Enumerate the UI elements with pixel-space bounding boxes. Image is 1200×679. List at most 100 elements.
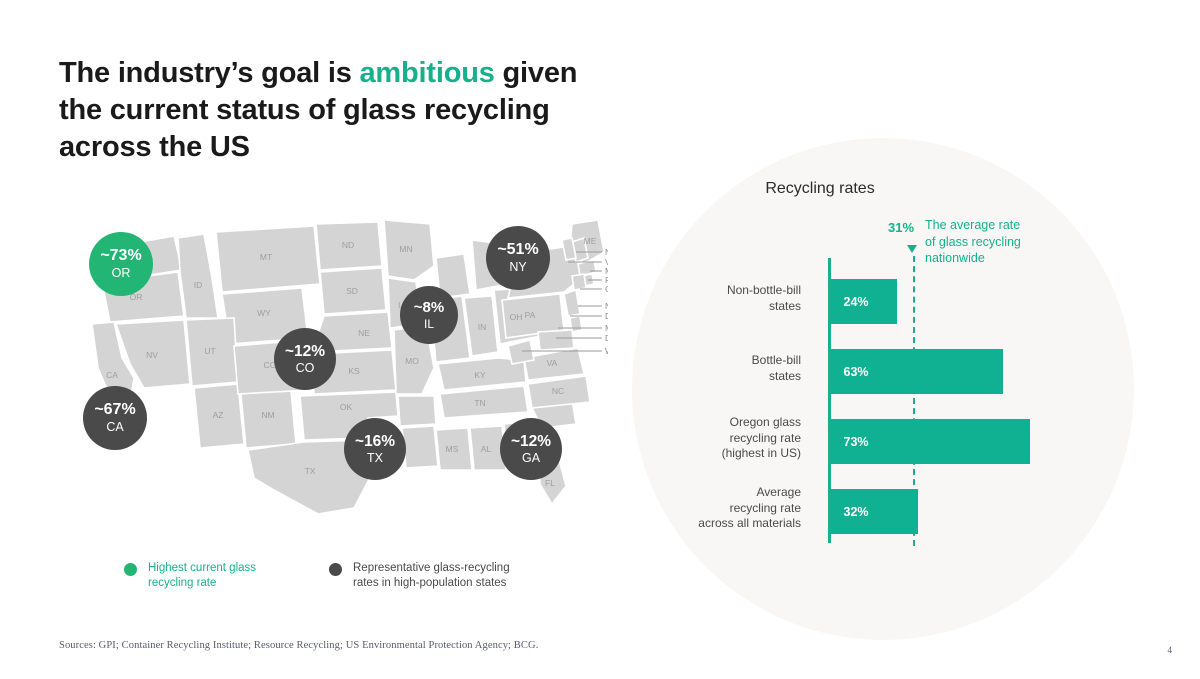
legend-representative-line1: Representative glass-recycling: [353, 562, 510, 574]
abbr-tx: TX: [305, 466, 316, 476]
state-az: [193, 383, 245, 449]
average-reference-note: The average rate of glass recycling nati…: [925, 217, 1053, 267]
abbr-al: AL: [481, 444, 492, 454]
abbr-nc: NC: [552, 386, 564, 396]
abbr-wy: WY: [257, 308, 271, 318]
abbr-az: AZ: [213, 410, 224, 420]
map-bubble-ga[interactable]: ~12% GA: [500, 418, 562, 480]
legend-dot-dark-icon: [329, 563, 342, 576]
map-bubble-ny-pct: ~51%: [497, 241, 539, 259]
state-mt: [215, 225, 321, 293]
bar-label-oregon-line2: recycling rate: [729, 430, 801, 445]
recycling-rates-bar-chart: 31% The average rate of glass recycling …: [632, 138, 1134, 640]
abbr-ca: CA: [106, 370, 118, 380]
state-in: [463, 295, 499, 357]
leader-abbr-ma: MA: [605, 266, 608, 276]
state-nd: [315, 221, 383, 271]
state-wi: [435, 253, 471, 299]
title-accent-word: ambitious: [359, 57, 495, 89]
chart-y-axis: [828, 258, 831, 543]
state-sd: [319, 267, 387, 315]
bar-oregon[interactable]: 73%: [830, 419, 1030, 464]
abbr-me: ME: [584, 236, 597, 246]
map-states-group: [91, 219, 605, 515]
average-note-line2: of glass recycling: [925, 234, 1021, 249]
map-bubble-co-pct: ~12%: [284, 342, 326, 360]
state-ky: [437, 357, 527, 391]
leader-abbr-md: MD: [605, 323, 608, 333]
page-number: 4: [1167, 645, 1173, 655]
abbr-co: CO: [264, 360, 277, 370]
map-bubble-co[interactable]: ~12% CO: [274, 328, 336, 390]
page-title: The industry’s goal is ambitious given t…: [59, 55, 639, 165]
map-bubble-tx[interactable]: ~16% TX: [344, 418, 406, 480]
abbr-mt: MT: [260, 252, 272, 262]
bar-non-bottle-bill[interactable]: 24%: [830, 279, 897, 324]
leader-abbr-nh: NH: [605, 247, 608, 257]
abbr-tn: TN: [474, 398, 485, 408]
leader-abbr-vt: VT: [605, 257, 608, 267]
leader-abbr-group: NH VT MA RI CT NJ DE MD DC WV: [605, 247, 608, 356]
average-note-line3: nationwide: [925, 251, 985, 265]
abbr-pa: PA: [525, 310, 536, 320]
abbr-ks: KS: [348, 366, 360, 376]
map-bubble-tx-state: TX: [367, 451, 383, 465]
title-line1-part-b: given: [494, 57, 578, 89]
state-la: [401, 425, 439, 469]
map-bubble-ny[interactable]: ~51% NY: [486, 226, 550, 290]
leader-abbr-wv: WV: [605, 346, 608, 356]
average-reference-value: 31%: [888, 220, 915, 235]
bar-label-oregon-line3: (highest in US): [721, 446, 801, 461]
abbr-ok: OK: [340, 402, 353, 412]
abbr-id: ID: [194, 280, 203, 290]
map-bubble-or[interactable]: ~73% OR: [89, 232, 153, 296]
leader-abbr-ri: RI: [605, 275, 608, 285]
map-bubble-ga-state: GA: [521, 451, 541, 465]
map-bubble-il-state: IL: [423, 317, 434, 331]
average-note-line1: The average rate: [925, 218, 1021, 232]
state-vt: [561, 237, 577, 261]
bar-label-bottle-bill-line1: Bottle-bill: [751, 353, 801, 367]
state-md: [537, 329, 575, 351]
map-bubble-tx-pct: ~16%: [354, 432, 396, 450]
state-ar: [397, 395, 437, 427]
map-bubble-ga-pct: ~12%: [510, 432, 552, 450]
abbr-mn: MN: [399, 244, 412, 254]
state-wv: [507, 339, 535, 365]
bar-label-average-materials: Average recycling rate across all materi…: [641, 485, 801, 532]
state-tn: [439, 385, 529, 419]
bar-label-bottle-bill-line2: states: [768, 368, 801, 383]
legend-highest-line1: Highest current glass: [148, 562, 257, 574]
map-bubble-ca[interactable]: ~67% CA: [83, 386, 147, 450]
us-map-svg: WA OR ID MT ND SD WY NE MN IA NV UT CO K…: [91, 219, 608, 515]
leader-abbr-de: DE: [605, 311, 608, 321]
state-mn: [383, 219, 435, 281]
state-ms: [435, 427, 473, 471]
abbr-sd: SD: [346, 286, 358, 296]
leader-lines-group: [522, 251, 602, 352]
state-ma: [577, 259, 597, 277]
legend-item-highest: Highest current glass recycling rate: [124, 561, 256, 592]
state-nj: [563, 288, 581, 317]
abbr-ky: KY: [474, 370, 486, 380]
map-bubble-il-pct: ~8%: [413, 299, 445, 316]
abbr-ms: MS: [446, 444, 459, 454]
title-line3: across the US: [59, 130, 250, 163]
legend-label-representative: Representative glass-recycling rates in …: [353, 561, 510, 592]
bar-label-average-materials-line1: Average: [756, 485, 801, 499]
abbr-ut: UT: [204, 346, 215, 356]
map-bubble-il[interactable]: ~8% IL: [400, 286, 458, 344]
title-line1-part-a: The industry’s goal is: [59, 57, 360, 89]
title-line2: the current status of glass recycling: [59, 93, 550, 126]
bar-bottle-bill[interactable]: 63%: [830, 349, 1003, 394]
bar-label-oregon-line1: Oregon glass: [729, 415, 801, 429]
abbr-nd: ND: [342, 240, 354, 250]
bar-average-materials[interactable]: 32%: [830, 489, 918, 534]
abbr-oh: OH: [510, 312, 523, 322]
legend-label-highest: Highest current glass recycling rate: [148, 561, 256, 592]
state-ct: [571, 273, 587, 291]
bar-value-oregon: 73%: [843, 434, 869, 449]
map-bubble-ca-state: CA: [106, 420, 124, 435]
state-nc: [527, 375, 591, 409]
